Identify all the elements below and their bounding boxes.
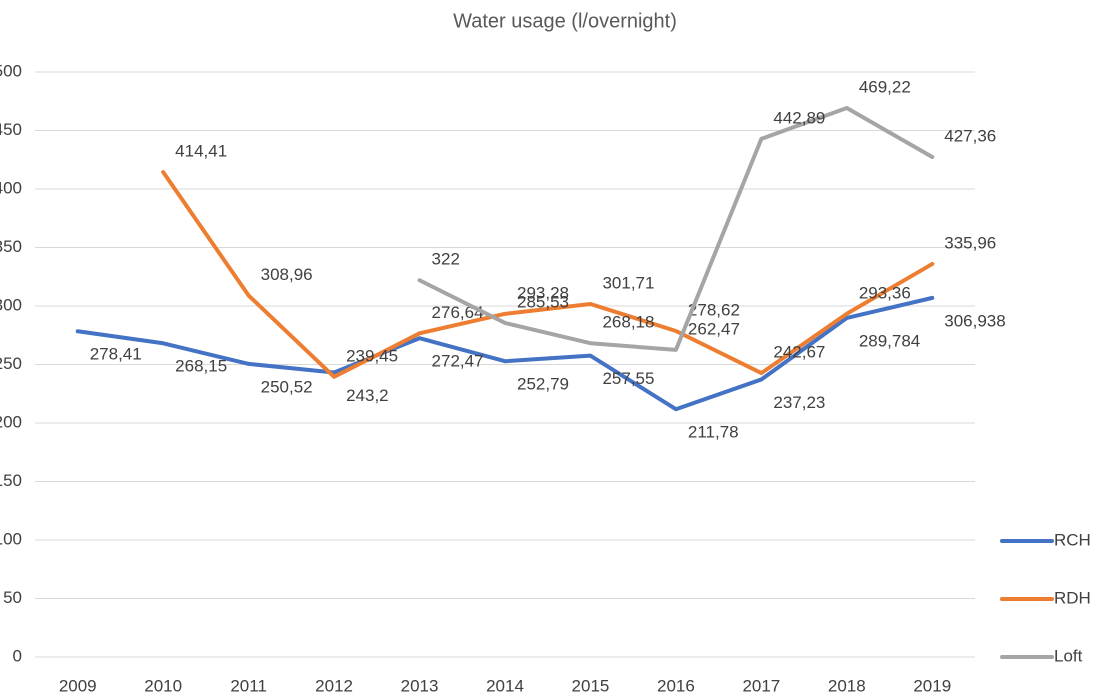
legend-label: Loft <box>1054 646 1083 665</box>
data-label: 308,96 <box>261 265 313 284</box>
data-label: 289,784 <box>859 331 920 350</box>
legend-label: RCH <box>1054 530 1091 549</box>
data-label: 276,64 <box>432 303 484 322</box>
data-label: 442,89 <box>773 108 825 127</box>
data-label: 293,28 <box>517 283 569 302</box>
y-tick-label: 50 <box>3 588 22 607</box>
x-tick-label: 2009 <box>59 676 97 695</box>
y-tick-label: 450 <box>0 120 22 139</box>
data-label: 252,79 <box>517 375 569 394</box>
x-tick-label: 2010 <box>144 676 182 695</box>
series-line <box>75 295 935 412</box>
data-label: 242,67 <box>773 343 825 362</box>
x-tick-label: 2016 <box>657 676 695 695</box>
x-tick-label: 2017 <box>742 676 780 695</box>
legend-label: RDH <box>1054 588 1091 607</box>
y-tick-label: 200 <box>0 412 22 431</box>
data-label: 322 <box>432 250 460 269</box>
data-label: 268,15 <box>175 357 227 376</box>
x-tick-label: 2019 <box>913 676 951 695</box>
data-label: 278,41 <box>90 345 142 364</box>
x-tick-label: 2013 <box>401 676 439 695</box>
data-label: 239,45 <box>346 346 398 365</box>
data-label: 306,938 <box>944 311 1005 330</box>
y-tick-label: 250 <box>0 354 22 373</box>
data-label: 301,71 <box>602 273 654 292</box>
data-label: 211,78 <box>688 423 739 442</box>
data-label: 257,55 <box>602 369 654 388</box>
x-tick-label: 2012 <box>315 676 353 695</box>
y-tick-label: 150 <box>0 471 22 490</box>
y-tick-label: 300 <box>0 295 22 314</box>
data-label: 250,52 <box>261 377 313 396</box>
data-label: 262,47 <box>688 319 740 338</box>
y-tick-label: 100 <box>0 529 22 548</box>
x-tick-label: 2018 <box>828 676 866 695</box>
data-label: 278,62 <box>688 300 740 319</box>
data-label: 237,23 <box>773 393 825 412</box>
data-label: 469,22 <box>859 77 911 96</box>
x-tick-label: 2014 <box>486 676 524 695</box>
series-line <box>417 106 935 352</box>
data-label: 293,36 <box>859 283 911 302</box>
y-tick-label: 400 <box>0 178 22 197</box>
data-label: 268,18 <box>602 313 654 332</box>
data-label: 414,41 <box>175 142 227 161</box>
y-tick-label: 0 <box>13 646 22 665</box>
data-label: 285,53 <box>517 292 569 311</box>
chart-title: Water usage (l/overnight) <box>453 10 677 32</box>
y-tick-label: 500 <box>0 61 22 80</box>
x-tick-label: 2011 <box>230 676 267 695</box>
x-tick-label: 2015 <box>572 676 610 695</box>
data-label: 272,47 <box>432 352 484 371</box>
y-tick-label: 350 <box>0 237 22 256</box>
data-label: 427,36 <box>944 126 996 145</box>
data-label: 243,2 <box>346 386 389 405</box>
series-line <box>161 170 935 379</box>
data-label: 335,96 <box>944 233 996 252</box>
